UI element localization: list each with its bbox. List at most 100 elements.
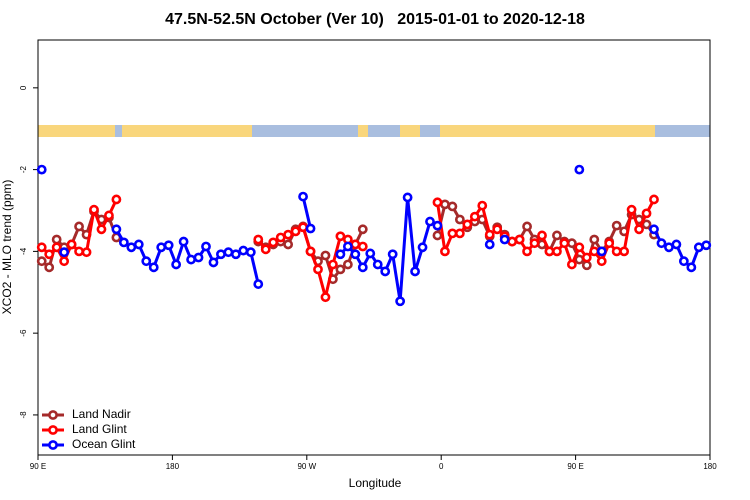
data-point xyxy=(148,262,159,273)
data-point xyxy=(440,246,450,257)
data-point xyxy=(641,208,652,219)
data-point xyxy=(201,241,211,252)
land-strip xyxy=(358,125,368,137)
data-point xyxy=(574,164,585,175)
x-tick-label: 90 E xyxy=(30,462,46,471)
data-point xyxy=(193,252,204,263)
data-point xyxy=(342,259,353,270)
data-point xyxy=(387,249,398,260)
data-point xyxy=(283,239,294,250)
data-point xyxy=(693,242,704,253)
data-point xyxy=(410,266,420,277)
data-point xyxy=(544,246,555,257)
data-point xyxy=(566,259,577,270)
data-point xyxy=(111,224,122,235)
data-point xyxy=(559,238,570,249)
data-point xyxy=(425,216,435,227)
data-point xyxy=(89,204,99,215)
data-point xyxy=(335,249,346,260)
data-point xyxy=(440,199,450,210)
data-point xyxy=(589,246,600,257)
data-point xyxy=(656,238,667,249)
data-point xyxy=(581,260,592,271)
data-point xyxy=(133,239,144,250)
data-point xyxy=(402,192,413,203)
data-point xyxy=(596,256,607,267)
data-point xyxy=(484,239,495,250)
data-point xyxy=(357,262,368,273)
data-point xyxy=(320,292,331,303)
data-point xyxy=(298,222,308,233)
data-point xyxy=(74,246,84,257)
data-point xyxy=(245,247,256,258)
data-point xyxy=(118,237,129,248)
chart-title: 47.5N-52.5N October (Ver 10) 2015-01-01 … xyxy=(165,11,585,28)
data-point xyxy=(253,279,264,289)
data-point xyxy=(74,221,84,232)
x-tick-label: 90 E xyxy=(567,462,583,471)
data-point xyxy=(216,249,226,260)
data-point xyxy=(111,194,122,205)
data-point xyxy=(268,237,279,248)
data-point xyxy=(492,224,503,235)
legend-label: Land Nadir xyxy=(72,407,131,421)
data-point xyxy=(335,231,346,242)
legend-marker xyxy=(48,425,58,435)
data-point xyxy=(671,239,682,250)
data-point xyxy=(552,230,562,241)
data-point xyxy=(335,264,346,275)
data-point xyxy=(59,247,70,258)
legend-marker xyxy=(48,410,58,420)
land-mask xyxy=(38,125,710,137)
data-point xyxy=(380,266,391,277)
x-axis-label: Longitude xyxy=(349,476,402,490)
data-point xyxy=(574,254,585,265)
data-point xyxy=(626,204,637,215)
data-point xyxy=(141,256,152,267)
data-point xyxy=(432,197,443,208)
data-point xyxy=(163,240,174,251)
data-point xyxy=(634,224,644,235)
data-point xyxy=(552,246,562,257)
data-point xyxy=(432,230,443,241)
data-point xyxy=(350,239,361,250)
data-point xyxy=(156,242,167,253)
data-point xyxy=(611,220,622,231)
data-point xyxy=(59,256,70,267)
data-point xyxy=(395,296,406,307)
data-point xyxy=(589,234,600,245)
legend-label: Ocean Glint xyxy=(72,437,136,451)
data-point xyxy=(260,244,271,255)
series-line xyxy=(301,196,312,229)
series xyxy=(36,194,659,303)
data-point xyxy=(253,234,264,245)
x-tick-label: 180 xyxy=(166,462,180,471)
data-point xyxy=(514,234,525,245)
data-point xyxy=(275,232,286,243)
data-point xyxy=(320,250,331,261)
data-point xyxy=(611,246,622,257)
data-point xyxy=(104,210,114,221)
data-point xyxy=(529,238,540,249)
land-strip xyxy=(122,125,252,137)
land-strip xyxy=(38,125,115,137)
x-tick-label: 0 xyxy=(439,462,444,471)
data-point xyxy=(357,224,368,235)
land-strip xyxy=(400,125,420,137)
y-tick-label: -2 xyxy=(19,166,28,174)
data-point xyxy=(649,224,659,235)
data-point xyxy=(298,191,308,202)
data-point xyxy=(678,256,689,267)
data-point xyxy=(686,262,697,273)
data-point xyxy=(238,245,249,256)
data-point xyxy=(447,228,458,239)
data-point xyxy=(51,242,62,253)
data-point xyxy=(328,259,338,270)
data-point xyxy=(36,164,47,175)
data-point xyxy=(537,230,547,241)
data-point xyxy=(574,242,585,253)
data-point xyxy=(178,236,189,247)
data-point xyxy=(208,257,219,268)
